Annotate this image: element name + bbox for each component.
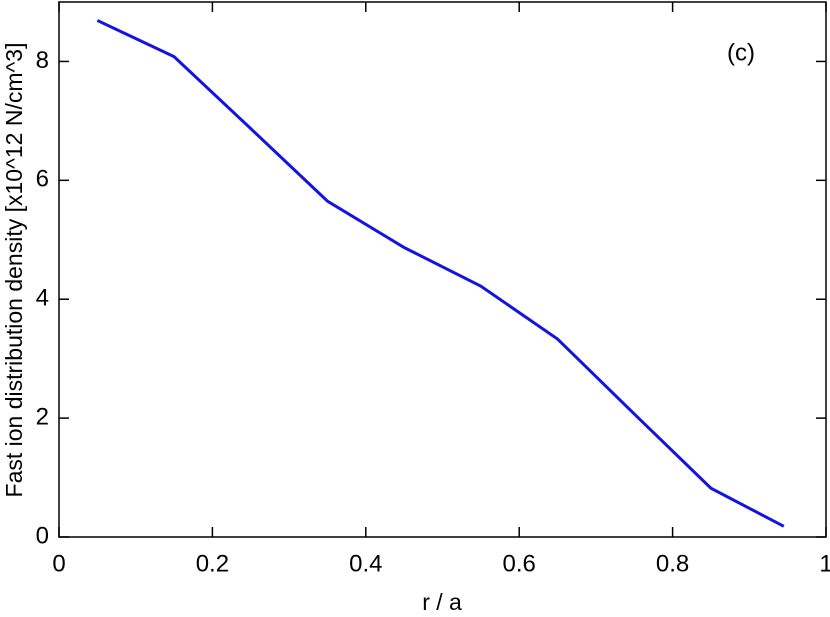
y-tick-label: 4 <box>36 285 49 312</box>
plot-frame <box>58 1 827 538</box>
x-tick-label: 0.4 <box>349 550 382 577</box>
x-tick-label: 0 <box>52 550 65 577</box>
x-axis-label: r / a <box>422 589 462 615</box>
data-line <box>96 19 785 528</box>
y-tick-label: 8 <box>36 47 49 74</box>
x-tick-label: 1 <box>819 550 830 577</box>
y-tick-label: 0 <box>36 522 49 549</box>
x-tick-label: 0.2 <box>196 550 229 577</box>
annotation: (c) <box>727 39 755 66</box>
x-tick-label: 0.6 <box>503 550 536 577</box>
x-tick-label: 0.8 <box>656 550 689 577</box>
y-tick-label: 6 <box>36 166 49 193</box>
y-axis-label: Fast ion distribution density [x10^12 N/… <box>1 43 27 498</box>
y-tick-label: 2 <box>36 403 49 430</box>
